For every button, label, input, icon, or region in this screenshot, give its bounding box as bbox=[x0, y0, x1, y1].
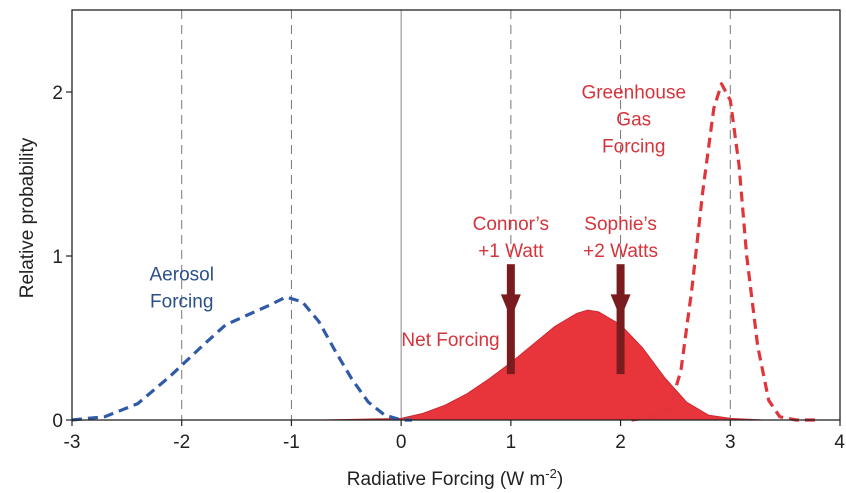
aerosol-forcing-label: Forcing bbox=[150, 292, 213, 313]
x-axis-label-sup: -2 bbox=[545, 466, 557, 481]
aerosol-forcing-label: Aerosol bbox=[150, 265, 214, 286]
arrows-layer bbox=[500, 264, 631, 375]
y-tick-label: 2 bbox=[52, 83, 63, 104]
greenhouse-gas-forcing-curve bbox=[631, 82, 819, 422]
x-axis-label: Radiative Forcing (W m-2) bbox=[347, 466, 563, 490]
y-axis-label: Relative probability bbox=[17, 137, 38, 298]
x-tick-label: 3 bbox=[725, 432, 736, 453]
net-forcing-label: Net Forcing bbox=[401, 330, 499, 351]
arrow-shaft bbox=[616, 264, 625, 375]
plot-frame bbox=[71, 9, 841, 421]
sophie-plus-two-watts-label: +2 Watts bbox=[583, 241, 658, 262]
sophie-plus-two-watts-label: Sophie’s bbox=[584, 214, 657, 235]
connor-plus-one-watt-label: +1 Watt bbox=[478, 241, 544, 262]
x-axis-label-close: ) bbox=[557, 469, 563, 490]
x-axis-label-main: Radiative Forcing (W m bbox=[347, 469, 546, 490]
y-tick-label: 1 bbox=[52, 247, 63, 268]
x-tick-label: -1 bbox=[283, 432, 300, 453]
net-forcing-area bbox=[324, 309, 764, 421]
x-tick-label: -3 bbox=[64, 432, 81, 453]
labels-layer: Aerosol Forcing Net Forcing Greenhouse Gas Fo… bbox=[150, 83, 687, 352]
dashed-curves-layer bbox=[71, 82, 819, 422]
x-tick-label: 2 bbox=[615, 432, 626, 453]
aerosol-forcing-curve bbox=[71, 295, 413, 422]
net-forcing-layer bbox=[324, 309, 764, 421]
x-tick-label: 4 bbox=[834, 432, 845, 453]
gridlines bbox=[181, 10, 731, 420]
greenhouse-gas-forcing-label: Forcing bbox=[602, 137, 665, 158]
arrow-shaft bbox=[506, 264, 515, 375]
x-tick-label: 1 bbox=[506, 432, 517, 453]
connor-plus-one-watt-label: Connor’s bbox=[473, 214, 549, 235]
x-tick-label: -2 bbox=[173, 432, 190, 453]
arrow-head bbox=[500, 294, 521, 319]
ticks-layer: -3 -2 -1 0 1 2 3 4 0 1 2 bbox=[52, 83, 845, 453]
arrow-head bbox=[610, 294, 631, 319]
x-tick-label: 0 bbox=[396, 432, 407, 453]
greenhouse-gas-forcing-label: Gas bbox=[616, 110, 651, 131]
greenhouse-gas-forcing-label: Greenhouse bbox=[581, 83, 686, 104]
y-tick-label: 0 bbox=[52, 411, 63, 432]
